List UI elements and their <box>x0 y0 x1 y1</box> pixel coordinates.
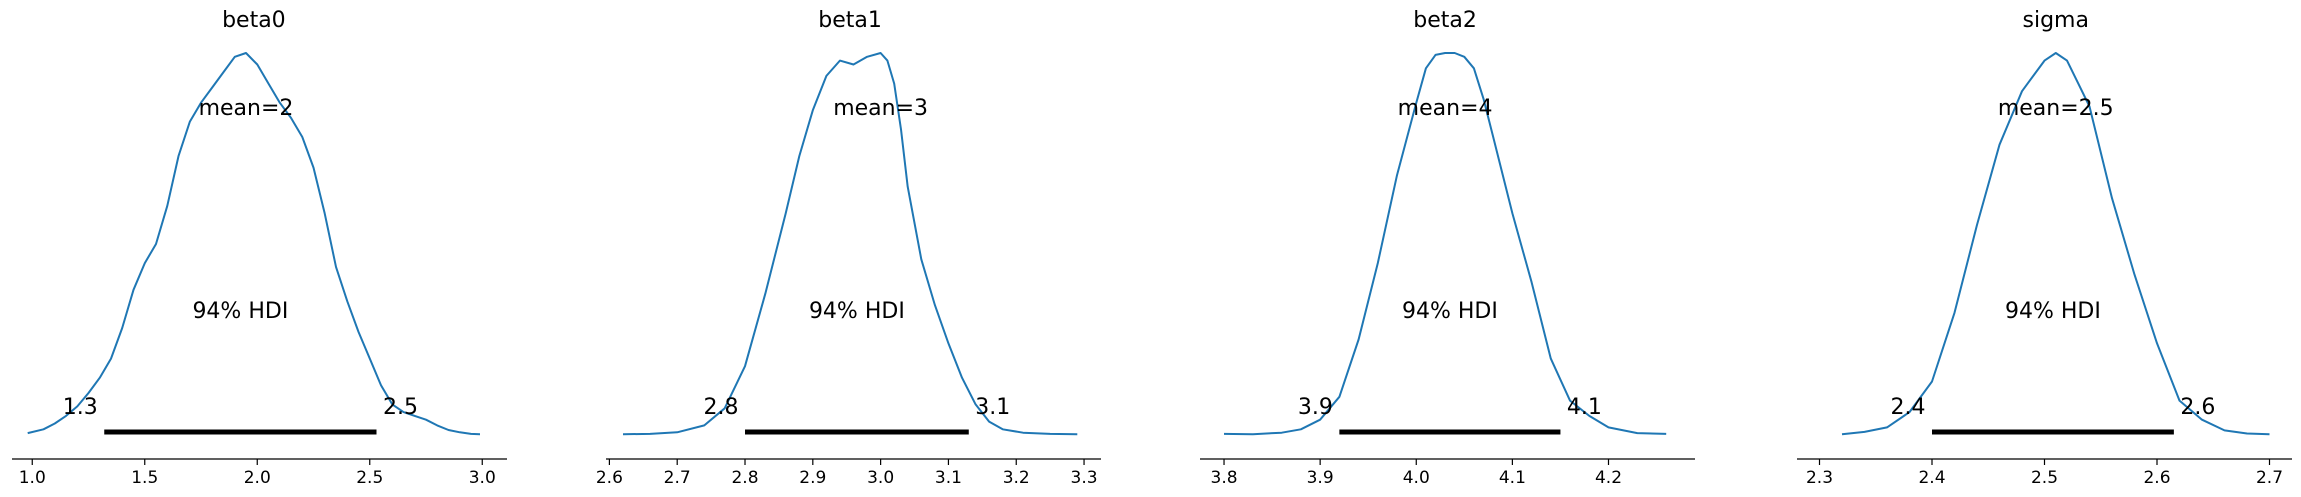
mean-label: mean=4 <box>1398 96 1493 121</box>
hdi-low-label: 2.4 <box>1891 395 1926 420</box>
x-tick-label: 1.0 <box>19 468 46 488</box>
x-tick-label: 2.5 <box>2031 468 2058 488</box>
mean-label: mean=3 <box>833 96 928 121</box>
panel-beta0: beta0 mean=2 94% HDI 1.3 2.5 1.0 1.5 2.0 2.5 3.0 <box>12 8 507 488</box>
hdi-high-label: 4.1 <box>1567 395 1602 420</box>
mean-label: mean=2 <box>199 96 294 121</box>
hdi-label: 94% HDI <box>1402 299 1498 324</box>
mean-label: mean=2.5 <box>1998 96 2114 121</box>
x-tick-label: 3.9 <box>1307 468 1334 488</box>
x-tick-label: 2.8 <box>731 468 758 488</box>
x-tick-label: 2.4 <box>1918 468 1945 488</box>
hdi-label: 94% HDI <box>2005 299 2101 324</box>
panel-title: beta2 <box>1413 8 1477 33</box>
x-tick-label: 2.7 <box>664 468 691 488</box>
hdi-low-label: 1.3 <box>63 395 98 420</box>
hdi-low-label: 3.9 <box>1298 395 1333 420</box>
x-tick-label: 2.0 <box>244 468 271 488</box>
panel-title: beta1 <box>818 8 882 33</box>
x-tick-label: 3.0 <box>469 468 496 488</box>
x-tick-label: 3.1 <box>935 468 962 488</box>
density-line <box>1841 52 2270 436</box>
x-tick-label: 3.0 <box>867 468 894 488</box>
x-tick-label: 2.3 <box>1806 468 1833 488</box>
hdi-label: 94% HDI <box>192 299 288 324</box>
panel-title: beta0 <box>222 8 286 33</box>
hdi-high-label: 3.1 <box>975 395 1010 420</box>
panel-beta1: beta1 mean=3 94% HDI 2.8 3.1 2.6 2.7 2.8 2.9 3.0 3… <box>596 8 1101 488</box>
hdi-label: 94% HDI <box>809 299 905 324</box>
hdi-low-label: 2.8 <box>704 395 739 420</box>
x-tick-label: 4.1 <box>1499 468 1526 488</box>
x-tick-label: 3.3 <box>1071 468 1098 488</box>
density-line <box>622 52 1078 436</box>
x-tick-label: 4.0 <box>1403 468 1430 488</box>
x-tick-label: 3.8 <box>1211 468 1238 488</box>
x-tick-label: 2.9 <box>799 468 826 488</box>
x-tick-label: 1.5 <box>131 468 158 488</box>
x-tick-label: 3.2 <box>1003 468 1030 488</box>
x-tick-label: 2.6 <box>596 468 623 488</box>
density-line <box>27 52 481 436</box>
x-tick-label: 2.6 <box>2143 468 2170 488</box>
hdi-high-label: 2.6 <box>2180 395 2215 420</box>
hdi-high-label: 2.5 <box>383 395 418 420</box>
x-tick-label: 2.5 <box>356 468 383 488</box>
density-line <box>1223 52 1667 436</box>
panel-beta2: beta2 mean=4 94% HDI 3.9 4.1 3.8 3.9 4.0 4.1 4.2 <box>1200 8 1695 488</box>
x-tick-label: 4.2 <box>1595 468 1622 488</box>
panel-sigma: sigma mean=2.5 94% HDI 2.4 2.6 2.3 2.4 2.5 2.6 2.… <box>1797 8 2292 488</box>
panel-title: sigma <box>2023 8 2089 33</box>
x-tick-label: 2.7 <box>2256 468 2283 488</box>
